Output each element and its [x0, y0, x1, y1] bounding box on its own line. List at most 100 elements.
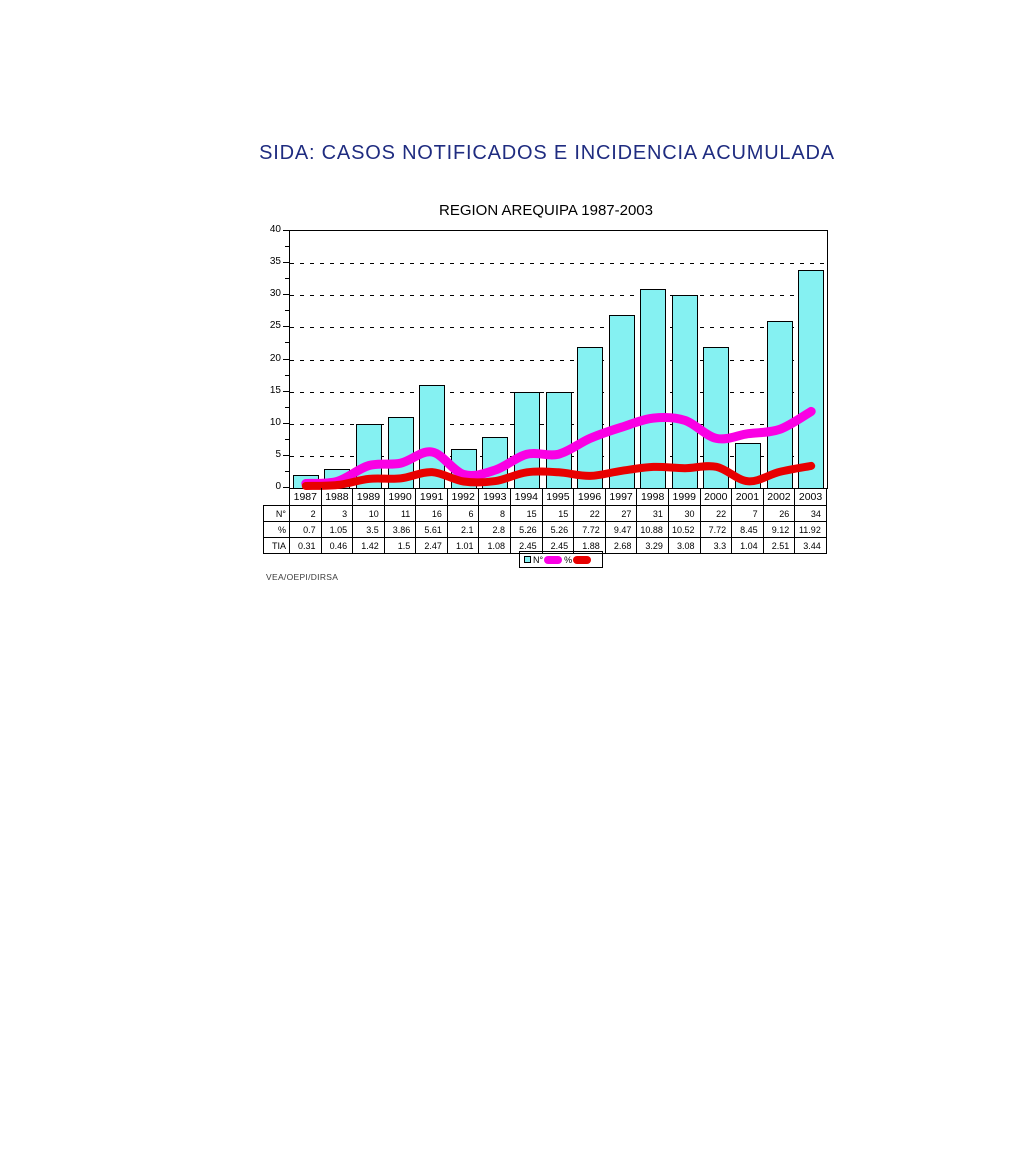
- table-cell: 3.44: [794, 537, 827, 554]
- bar-1997: [608, 315, 635, 488]
- table-cell: 3.3: [699, 537, 733, 554]
- table-cell: 7.72: [573, 521, 606, 538]
- table-cell: 16: [415, 505, 448, 522]
- y-axis-minor-tick: [285, 470, 289, 472]
- gridline: [290, 295, 827, 297]
- table-cell: 2.45: [541, 537, 575, 554]
- table-cell: 1.04: [731, 537, 764, 554]
- legend-bar-swatch: [524, 556, 531, 563]
- gridline: [290, 359, 827, 361]
- year-label: 1997: [604, 488, 638, 506]
- table-cell: 10.52: [667, 521, 701, 538]
- y-axis-tick: [283, 294, 289, 296]
- table-cell: 7: [731, 505, 764, 522]
- y-axis-minor-tick: [285, 342, 289, 344]
- year-label: 2000: [699, 488, 733, 506]
- y-axis-minor-tick: [285, 310, 289, 312]
- table-cell: 1.88: [573, 537, 606, 554]
- y-axis-label: 25: [269, 320, 281, 332]
- table-cell: 0.46: [320, 537, 354, 554]
- table-cell: 0.31: [289, 537, 322, 554]
- y-axis-label: 5: [275, 448, 281, 460]
- source-text: VEA/OEPI/DIRSA: [266, 572, 339, 582]
- table-cell: 6: [446, 505, 480, 522]
- year-label: 1991: [415, 488, 448, 506]
- table-cell: 10.88: [636, 521, 669, 538]
- plot-area: [289, 230, 828, 490]
- pct-line: [301, 406, 816, 488]
- year-label: 2002: [762, 488, 796, 506]
- bar-2002: [766, 321, 793, 488]
- page-title: SIDA: CASOS NOTIFICADOS E INCIDENCIA ACU…: [259, 142, 835, 164]
- legend-pct-swatch: [544, 555, 563, 564]
- legend: N°%: [519, 551, 603, 568]
- table-cell: 1.42: [352, 537, 385, 554]
- table-cell: 10: [352, 505, 385, 522]
- year-label: 1998: [636, 488, 669, 506]
- bar-1996: [577, 347, 604, 488]
- legend-label: N°: [533, 554, 544, 565]
- y-axis-label: 0: [275, 481, 281, 492]
- y-axis-minor-tick: [285, 374, 289, 376]
- table-cell: 2: [289, 505, 322, 522]
- table-cell: 5.61: [415, 521, 448, 538]
- table-cell: 0.7: [289, 521, 322, 538]
- table-cell: 26: [762, 505, 796, 522]
- table-cell: 34: [794, 505, 827, 522]
- y-axis-label: 10: [269, 416, 281, 428]
- row-header: N°: [263, 505, 290, 522]
- y-axis-tick: [283, 390, 289, 392]
- table-cell: 2.68: [604, 537, 638, 554]
- y-axis-label: 30: [269, 288, 281, 300]
- table-cell: 1.08: [478, 537, 512, 554]
- y-axis-minor-tick: [285, 246, 289, 248]
- y-axis-label: 15: [269, 384, 281, 396]
- table-corner: [264, 488, 290, 506]
- table-cell: 15: [510, 505, 543, 522]
- year-label: 2003: [794, 488, 827, 506]
- legend-label: %: [564, 554, 573, 565]
- gridline: [290, 327, 827, 329]
- table-cell: 7.72: [699, 521, 733, 538]
- table-cell: 1.5: [383, 537, 417, 554]
- year-label: 1990: [383, 488, 417, 506]
- table-row: TIA 0.31 0.46 1.42 1.5 2.47 1.01 1.08 2.45 2.45 1.…: [263, 537, 827, 554]
- year-label: 1996: [573, 488, 606, 506]
- tia-line: [301, 461, 816, 490]
- table-cell: 1.05: [320, 521, 354, 538]
- legend-tia-swatch: [573, 555, 592, 564]
- table-cell: 27: [604, 505, 638, 522]
- table-cell: 22: [699, 505, 733, 522]
- table-cell: 9.47: [604, 521, 638, 538]
- table-cell: 31: [636, 505, 669, 522]
- table-cell: 3.29: [636, 537, 669, 554]
- table-cell: 30: [667, 505, 701, 522]
- y-axis-tick: [283, 454, 289, 456]
- y-axis-tick: [283, 326, 289, 328]
- table-cell: 3: [320, 505, 354, 522]
- table-cell: 2.1: [446, 521, 480, 538]
- line-series: [301, 406, 816, 490]
- y-axis-tick: [283, 230, 289, 231]
- year-label: 1989: [352, 488, 385, 506]
- bar-2003: [798, 270, 825, 488]
- year-label: 1987: [289, 488, 322, 506]
- table-row: N° 2 3 10 11 16 6 8 15 15 22 27 31 30 22 7 26 34: [263, 505, 827, 522]
- year-row: 1987 1988 1989 1990 1991 1992 1993 1994 1995 1996…: [264, 488, 827, 506]
- table-cell: 8: [478, 505, 512, 522]
- y-axis-label: 40: [269, 224, 281, 235]
- table-cell: 1.01: [446, 537, 480, 554]
- row-header: TIA: [263, 537, 290, 554]
- year-label: 1994: [510, 488, 543, 506]
- table-cell: 11: [383, 505, 417, 522]
- table-cell: 9.12: [762, 521, 796, 538]
- table-cell: 2.51: [762, 537, 796, 554]
- table-cell: 15: [541, 505, 575, 522]
- year-label: 2001: [731, 488, 764, 506]
- table-cell: 3.5: [352, 521, 385, 538]
- row-header: %: [263, 521, 290, 538]
- y-axis-label: 20: [269, 352, 281, 364]
- y-axis-label: 35: [269, 256, 281, 268]
- y-axis-tick: [283, 358, 289, 360]
